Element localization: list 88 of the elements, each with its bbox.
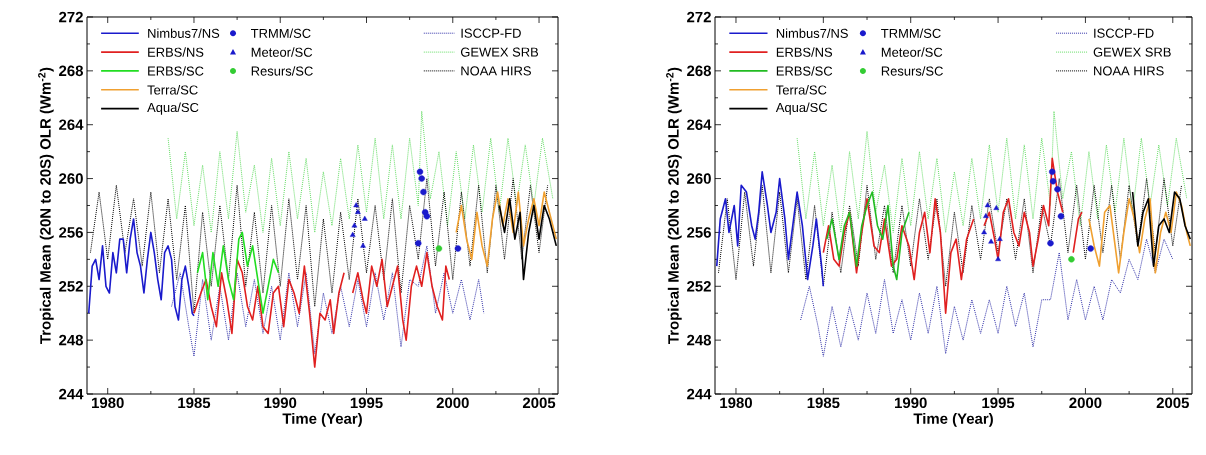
y-tick-label: 260 <box>59 173 83 184</box>
legend-label: Resurs/SC <box>881 66 943 76</box>
y-tick-label: 256 <box>687 227 711 238</box>
y-tick-label: 248 <box>59 334 84 346</box>
legend-label: Meteor/SC <box>881 47 943 57</box>
x-tick-label: 1985 <box>178 397 211 409</box>
point <box>1049 178 1057 185</box>
x-axis-title: Time (Year) <box>282 412 362 427</box>
y-axis-title: Tropical Mean (20N to 20S) OLR (Wm$^{-2}$) <box>666 67 682 344</box>
line-series <box>1088 191 1192 274</box>
point <box>423 213 431 220</box>
point <box>454 245 462 252</box>
point <box>353 202 359 208</box>
y-tick-label: 260 <box>687 173 711 184</box>
legend-label: ERBS/SC <box>776 66 833 76</box>
legend-label: TRMM/SC <box>881 28 941 38</box>
y-tick-label: 244 <box>687 388 712 400</box>
point <box>997 235 1003 241</box>
legend-label: TRMM/SC <box>251 28 311 38</box>
point <box>361 215 368 221</box>
y-tick-label: 268 <box>687 65 712 77</box>
point <box>1087 245 1094 252</box>
point <box>415 240 422 247</box>
point <box>1057 213 1065 220</box>
legend-label: NOAA HIRS <box>1094 66 1164 76</box>
point <box>1054 186 1061 193</box>
point <box>1047 240 1054 247</box>
point <box>995 256 1001 262</box>
point <box>984 202 991 208</box>
point <box>993 204 1000 210</box>
y-tick-label: 248 <box>687 334 712 346</box>
point <box>983 213 989 218</box>
x-tick-label: 1980 <box>92 397 124 409</box>
line-series <box>715 171 825 288</box>
point <box>420 188 427 196</box>
y-axis-title: Tropical Mean (20N to 20S) OLR (Wm$^{-2}$) <box>38 67 54 344</box>
point <box>355 209 361 214</box>
y-tick-label: 272 <box>59 11 83 23</box>
x-tick-label: 2000 <box>436 397 469 409</box>
legend-label: Aqua/SC <box>147 102 199 115</box>
legend-label: Nimbus7/NS <box>148 28 220 38</box>
point <box>1049 168 1056 176</box>
legend-label: Terra/SC <box>776 85 827 95</box>
x-tick-label: 2005 <box>1156 397 1189 409</box>
y-tick-label: 252 <box>59 280 83 292</box>
point <box>351 222 358 228</box>
x-axis-title: Time (Year) <box>913 412 993 427</box>
point <box>418 175 425 182</box>
y-tick-label: 244 <box>59 388 84 400</box>
x-tick-label: 2005 <box>522 397 556 409</box>
y-tick-label: 264 <box>59 119 84 130</box>
legend-label: Meteor/SC <box>251 47 313 57</box>
x-tick-label: 1985 <box>807 397 840 409</box>
point <box>981 229 987 235</box>
legend-label: GEWEX SRB <box>460 47 539 57</box>
legend-label: ISCCP-FD <box>461 28 521 38</box>
y-tick-label: 256 <box>59 227 83 238</box>
x-tick-label: 2000 <box>1069 397 1102 409</box>
x-tick-label: 1990 <box>264 397 297 409</box>
point <box>360 242 366 248</box>
x-tick-label: 1990 <box>895 397 927 409</box>
line-series <box>171 245 485 357</box>
legend-label: NOAA HIRS <box>461 66 531 76</box>
line-series <box>826 191 910 281</box>
legend-label: ISCCP-FD <box>1094 28 1154 38</box>
line-series <box>455 191 558 267</box>
point <box>1068 256 1075 263</box>
point <box>988 238 994 244</box>
point <box>435 245 443 252</box>
legend-label: Nimbus7/NS <box>776 28 848 38</box>
y-tick-label: 252 <box>687 280 711 292</box>
y-tick-label: 268 <box>59 65 84 77</box>
y-tick-label: 264 <box>687 119 712 130</box>
point <box>416 168 424 176</box>
line-series <box>87 218 195 321</box>
x-tick-label: 1980 <box>720 397 752 409</box>
legend-label: ERBS/SC <box>148 66 204 76</box>
legend-label: Aqua/SC <box>775 102 828 115</box>
legend-label: Resurs/SC <box>251 66 313 76</box>
y-tick-label: 272 <box>687 11 711 23</box>
legend-label: ERBS/NS <box>776 47 833 57</box>
x-tick-label: 1995 <box>350 397 383 409</box>
legend-label: Terra/SC <box>147 85 198 95</box>
legend-label: GEWEX SRB <box>1093 47 1171 57</box>
line-series <box>800 238 1174 357</box>
x-tick-label: 1995 <box>982 397 1015 409</box>
point <box>349 231 356 237</box>
legend-label: ERBS/NS <box>148 47 204 57</box>
